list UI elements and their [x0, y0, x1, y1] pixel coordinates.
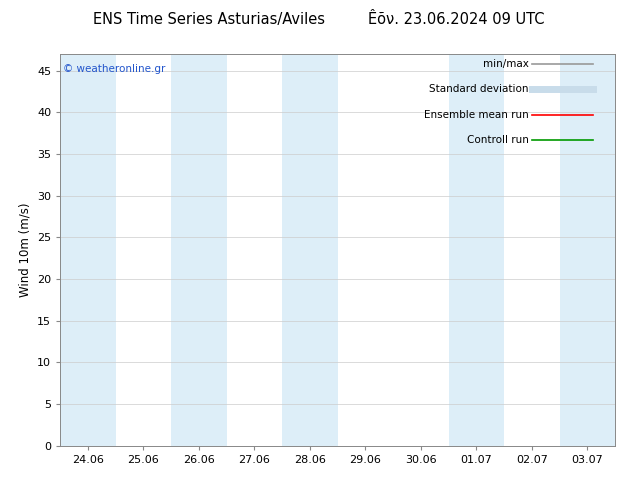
Text: © weatheronline.gr: © weatheronline.gr: [63, 64, 165, 74]
Text: Standard deviation: Standard deviation: [429, 84, 529, 94]
Text: Êõν. 23.06.2024 09 UTC: Êõν. 23.06.2024 09 UTC: [368, 12, 545, 27]
Bar: [449, 54, 504, 446]
Y-axis label: Wind 10m (m/s): Wind 10m (m/s): [18, 203, 32, 297]
Bar: [60, 54, 116, 446]
Text: Ensemble mean run: Ensemble mean run: [424, 110, 529, 120]
Text: Controll run: Controll run: [467, 135, 529, 145]
Bar: [171, 54, 227, 446]
Text: min/max: min/max: [483, 59, 529, 69]
Text: ENS Time Series Asturias/Aviles: ENS Time Series Asturias/Aviles: [93, 12, 325, 27]
Bar: [559, 54, 615, 446]
Bar: [282, 54, 337, 446]
